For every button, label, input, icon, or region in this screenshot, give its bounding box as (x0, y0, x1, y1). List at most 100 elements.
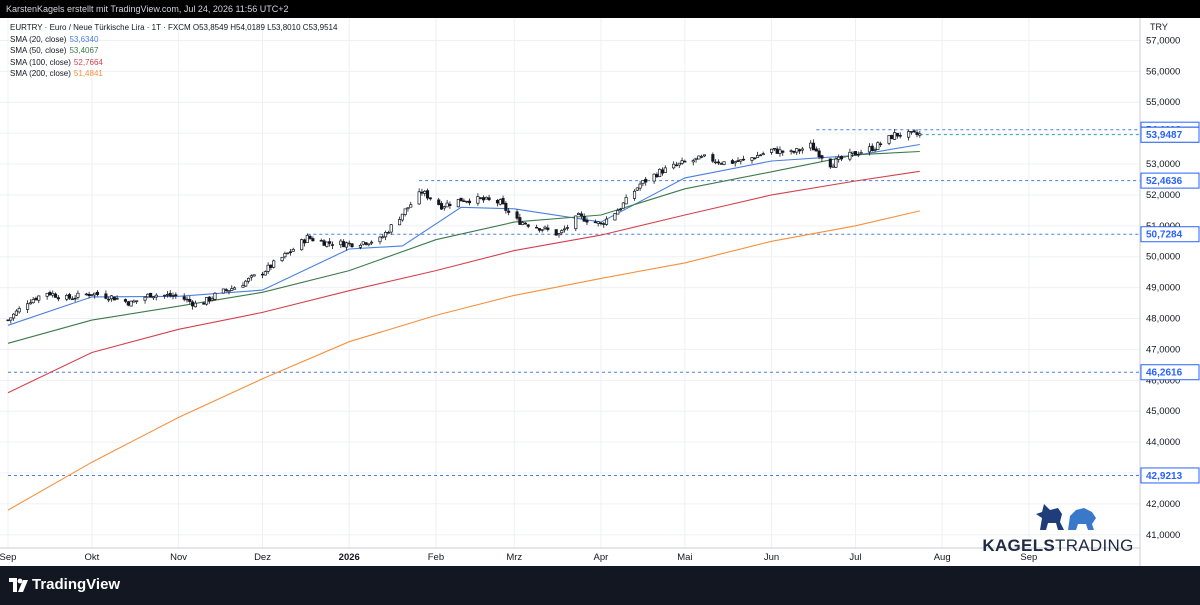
candle[interactable] (722, 161, 726, 166)
candle[interactable] (386, 230, 390, 234)
candle[interactable] (467, 198, 472, 206)
candle[interactable] (9, 317, 13, 324)
candle[interactable] (870, 143, 874, 152)
candle[interactable] (252, 274, 256, 277)
candle[interactable] (563, 225, 567, 233)
candle[interactable] (87, 291, 91, 299)
candle[interactable] (658, 168, 662, 178)
candle[interactable] (28, 299, 32, 305)
candle[interactable] (644, 176, 648, 186)
candle[interactable] (151, 296, 155, 301)
candle[interactable] (918, 130, 922, 138)
candle[interactable] (565, 224, 569, 231)
candle[interactable] (244, 279, 248, 287)
candle[interactable] (772, 147, 776, 152)
candle[interactable] (300, 238, 304, 251)
tradingview-brand[interactable]: TradingView (32, 576, 121, 593)
candle[interactable] (325, 241, 329, 248)
candle[interactable] (677, 162, 681, 168)
candle[interactable] (579, 211, 583, 219)
candle[interactable] (672, 161, 676, 170)
candle[interactable] (347, 240, 351, 247)
candle[interactable] (56, 295, 60, 302)
candle[interactable] (515, 209, 519, 221)
candle[interactable] (6, 319, 10, 322)
candle[interactable] (736, 157, 740, 162)
candle[interactable] (185, 296, 189, 303)
candle[interactable] (37, 295, 41, 304)
candle[interactable] (811, 139, 816, 151)
candle[interactable] (93, 292, 97, 299)
candle[interactable] (781, 150, 785, 156)
candle[interactable] (241, 282, 245, 288)
candle[interactable] (481, 195, 486, 203)
candle[interactable] (537, 228, 541, 233)
price-tag-label[interactable]: 46,2616 (1146, 368, 1183, 379)
candle[interactable] (266, 262, 270, 274)
candle[interactable] (437, 197, 441, 206)
candle[interactable] (445, 199, 449, 208)
candle[interactable] (227, 290, 231, 295)
candle[interactable] (143, 295, 147, 304)
candle[interactable] (543, 225, 547, 231)
candle[interactable] (291, 247, 295, 252)
candle[interactable] (246, 277, 251, 284)
candle[interactable] (205, 297, 209, 306)
candle[interactable] (879, 141, 883, 148)
candle[interactable] (915, 129, 919, 138)
candle[interactable] (70, 296, 74, 301)
candle[interactable] (400, 213, 404, 222)
candle[interactable] (887, 135, 891, 146)
candle[interactable] (442, 205, 446, 211)
candle[interactable] (409, 201, 413, 208)
candle[interactable] (269, 264, 273, 271)
candle[interactable] (596, 221, 600, 227)
sma-line[interactable] (7, 210, 920, 511)
candle[interactable] (820, 154, 824, 162)
candle[interactable] (501, 195, 505, 205)
legend-sma-200[interactable]: SMA (200, close) 51,4841 (10, 68, 337, 80)
sma-line[interactable] (7, 170, 920, 394)
candle[interactable] (174, 292, 178, 299)
candle[interactable] (207, 296, 211, 304)
candle[interactable] (535, 224, 539, 229)
candle[interactable] (311, 236, 315, 242)
candle[interactable] (364, 242, 368, 246)
candle[interactable] (168, 290, 172, 298)
candle[interactable] (795, 147, 799, 155)
candle[interactable] (12, 313, 16, 321)
candle[interactable] (109, 294, 114, 302)
candle[interactable] (448, 201, 452, 209)
candle[interactable] (518, 213, 522, 225)
candle[interactable] (378, 235, 382, 245)
candle[interactable] (67, 292, 72, 300)
candle[interactable] (95, 290, 100, 297)
candle[interactable] (655, 172, 659, 179)
candle[interactable] (521, 221, 525, 226)
candle[interactable] (126, 300, 130, 307)
candle[interactable] (53, 292, 58, 298)
candle[interactable] (51, 290, 55, 298)
candle[interactable] (828, 158, 832, 169)
candle[interactable] (384, 230, 388, 241)
candle[interactable] (202, 301, 206, 305)
candle[interactable] (14, 309, 18, 317)
candle[interactable] (839, 155, 844, 162)
candle[interactable] (112, 296, 116, 301)
price-chart[interactable]: 57,000056,000055,000054,000053,000052,00… (0, 18, 1200, 566)
candle[interactable] (191, 300, 195, 310)
candle[interactable] (753, 157, 757, 160)
legend-sma-50[interactable]: SMA (50, close) 53,4067 (10, 45, 337, 57)
candle[interactable] (859, 149, 863, 155)
candle[interactable] (624, 194, 628, 205)
candle[interactable] (585, 217, 589, 226)
candle[interactable] (428, 197, 432, 201)
candle[interactable] (739, 159, 743, 165)
candle[interactable] (319, 238, 323, 242)
candle[interactable] (909, 131, 913, 135)
candle[interactable] (31, 296, 35, 304)
sma-line[interactable] (7, 143, 920, 326)
candle[interactable] (230, 285, 234, 291)
candle[interactable] (344, 241, 348, 251)
candle[interactable] (104, 290, 108, 300)
